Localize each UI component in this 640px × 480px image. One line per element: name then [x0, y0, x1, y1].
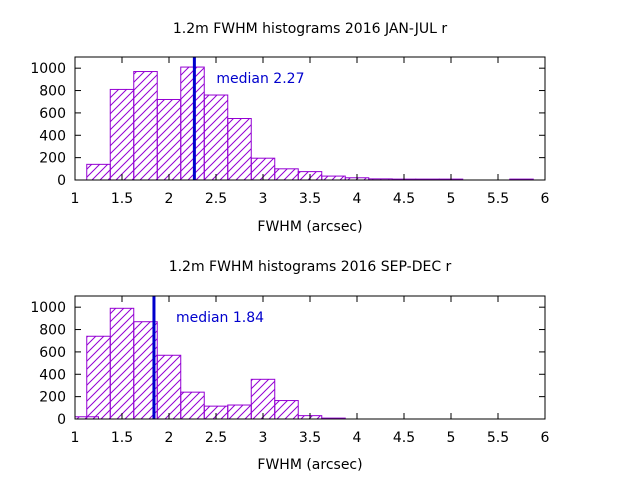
histogram-panel-jan-jul: 1.2m FWHM histograms 2016 JAN-JUL r medi…: [30, 21, 549, 235]
x-tick-label: 5: [447, 430, 456, 446]
y-tick-label: 400: [39, 367, 66, 383]
histogram-bar: [156, 354, 182, 420]
histogram-bar: [227, 404, 252, 420]
chart-title: 1.2m FWHM histograms 2016 JAN-JUL r: [173, 21, 447, 37]
x-tick-label: 1.5: [111, 430, 133, 446]
histogram-bar: [156, 98, 182, 181]
x-tick-label: 6: [541, 191, 550, 207]
histogram-bar: [180, 66, 205, 181]
x-tick-label: 3.5: [299, 191, 321, 207]
x-tick-label: 4.5: [393, 430, 415, 446]
histogram-bar: [227, 118, 252, 181]
x-tick-label: 1: [71, 430, 80, 446]
axes-group: 1 1.5 2 2.5 3 3.5 4 4.5 5 5.5 6 0 200 400 600 800 1000: [30, 295, 550, 446]
median-label: median 1.84: [176, 310, 264, 326]
histogram-bar: [274, 400, 299, 420]
bars-group: [74, 307, 346, 420]
y-tick-label: 800: [39, 84, 66, 100]
y-tick-label: 0: [57, 412, 66, 428]
x-tick-label: 5.5: [487, 191, 509, 207]
x-tick-label: 4: [353, 191, 362, 207]
x-tick-label: 2: [165, 191, 174, 207]
y-tick-label: 800: [39, 323, 66, 339]
x-axis-label: FWHM (arcsec): [257, 219, 362, 235]
x-tick-label: 3: [259, 191, 268, 207]
chart-title: 1.2m FWHM histograms 2016 SEP-DEC r: [169, 259, 452, 275]
x-tick-label: 4: [353, 430, 362, 446]
x-tick-label: 1.5: [111, 191, 133, 207]
x-tick-label: 1: [71, 191, 80, 207]
y-tick-label: 600: [39, 345, 66, 361]
y-tick-label: 400: [39, 128, 66, 144]
histogram-bar: [133, 71, 158, 181]
x-tick-label: 6: [541, 430, 550, 446]
axes-group: 1 1.5 2 2.5 3 3.5 4 4.5 5 5.5 6 0 200 400 600 800 1000: [30, 56, 550, 207]
y-tick-label: 1000: [30, 300, 66, 316]
x-tick-label: 5: [447, 191, 456, 207]
median-group: median 2.27: [192, 57, 304, 180]
x-tick-label: 3.5: [299, 430, 321, 446]
histogram-bar: [109, 88, 135, 181]
x-tick-label: 4.5: [393, 191, 415, 207]
histogram-bar: [321, 175, 346, 181]
bars-group: [86, 66, 534, 181]
x-tick-label: 2.5: [205, 191, 227, 207]
x-tick-label: 2: [165, 430, 174, 446]
y-tick-label: 0: [57, 173, 66, 189]
y-tick-label: 200: [39, 390, 66, 406]
histogram-bar: [86, 163, 111, 181]
histogram-bar: [203, 94, 229, 181]
x-axis-label: FWHM (arcsec): [257, 457, 362, 473]
histogram-bar: [180, 391, 205, 420]
x-tick-label: 2.5: [205, 430, 227, 446]
median-label: median 2.27: [216, 71, 304, 87]
y-tick-label: 200: [39, 151, 66, 167]
y-tick-label: 1000: [30, 61, 66, 77]
x-tick-label: 5.5: [487, 430, 509, 446]
histogram-bar: [86, 335, 111, 420]
x-tick-label: 3: [259, 430, 268, 446]
histogram-panel-sep-dec: 1.2m FWHM histograms 2016 SEP-DEC r medi…: [30, 259, 549, 473]
median-group: median 1.84: [152, 296, 264, 419]
histogram-bar: [109, 307, 135, 420]
histogram-bar: [274, 168, 299, 181]
y-tick-label: 600: [39, 106, 66, 122]
